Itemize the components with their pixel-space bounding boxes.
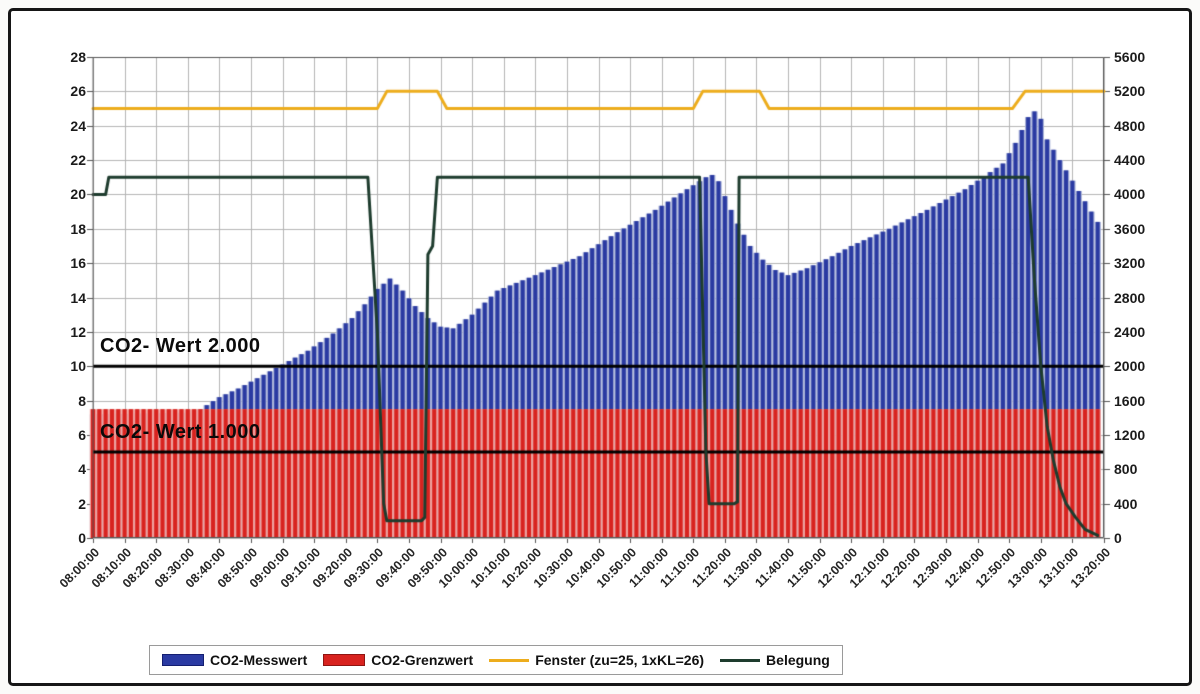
left-axis-tick-label: 0 bbox=[78, 530, 86, 546]
right-axis-tick-label: 5600 bbox=[1114, 49, 1146, 65]
left-axis-tick-label: 28 bbox=[70, 49, 86, 65]
right-axis-tick-label: 400 bbox=[1114, 495, 1138, 512]
left-axis-tick-label: 12 bbox=[70, 323, 86, 340]
left-axis-tick-label: 2 bbox=[78, 495, 86, 512]
legend-label: Belegung bbox=[766, 652, 830, 668]
legend-item-belegung: Belegung bbox=[720, 652, 830, 668]
right-axis-tick-label: 4800 bbox=[1114, 117, 1146, 134]
legend-item-co2-messwert: CO2-Messwert bbox=[162, 652, 307, 668]
left-axis-tick-label: 18 bbox=[70, 220, 86, 237]
right-axis-tick-label: 3600 bbox=[1114, 220, 1146, 237]
green-line-swatch-icon bbox=[720, 658, 761, 662]
right-axis-tick-label: 3200 bbox=[1114, 255, 1146, 272]
orange-line-swatch-icon bbox=[489, 658, 530, 662]
reference-label-1000: CO2- Wert 1.000 bbox=[100, 421, 261, 444]
right-axis-tick-label: 800 bbox=[1114, 461, 1138, 478]
legend: CO2-Messwert CO2-Grenzwert Fenster (zu=2… bbox=[149, 645, 843, 675]
right-axis-tick-label: 4000 bbox=[1114, 186, 1146, 203]
left-axis-tick-label: 8 bbox=[78, 392, 86, 409]
left-axis-tick-label: 6 bbox=[78, 426, 86, 443]
right-axis-tick-label: 5200 bbox=[1114, 83, 1146, 100]
left-axis-tick-label: 16 bbox=[70, 255, 86, 272]
right-axis-tick-label: 1600 bbox=[1114, 392, 1146, 409]
left-axis-tick-label: 26 bbox=[70, 83, 86, 100]
blue-bar-swatch-icon bbox=[162, 654, 204, 666]
left-axis-tick-label: 4 bbox=[78, 461, 86, 478]
red-bar-swatch-icon bbox=[323, 654, 366, 666]
legend-label: CO2-Grenzwert bbox=[371, 652, 474, 668]
right-axis-tick-label: 0 bbox=[1114, 530, 1122, 546]
left-axis-tick-label: 22 bbox=[70, 152, 86, 169]
left-axis-tick-label: 24 bbox=[70, 117, 86, 134]
legend-label: Fenster (zu=25, 1xKL=26) bbox=[535, 652, 705, 668]
right-axis-tick-label: 2000 bbox=[1114, 358, 1146, 375]
chart-canvas bbox=[85, 53, 1112, 547]
legend-label: CO2-Messwert bbox=[210, 652, 308, 668]
left-axis-tick-label: 14 bbox=[70, 289, 86, 306]
right-axis-tick-label: 4400 bbox=[1114, 152, 1146, 169]
right-axis-tick-label: 2400 bbox=[1114, 323, 1146, 340]
left-axis-tick-label: 20 bbox=[70, 186, 86, 203]
reference-label-2000: CO2- Wert 2.000 bbox=[100, 335, 261, 358]
legend-item-fenster: Fenster (zu=25, 1xKL=26) bbox=[489, 652, 704, 668]
right-axis-tick-label: 2800 bbox=[1114, 289, 1146, 306]
legend-item-co2-grenzwert: CO2-Grenzwert bbox=[323, 652, 473, 668]
left-axis-tick-label: 10 bbox=[70, 358, 86, 375]
right-axis-tick-label: 1200 bbox=[1114, 426, 1146, 443]
